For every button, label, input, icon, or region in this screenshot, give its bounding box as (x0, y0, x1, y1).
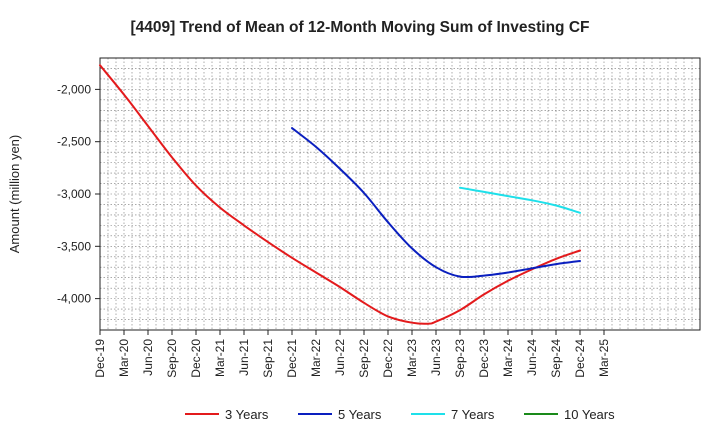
x-tick-label: Dec-23 (477, 339, 491, 378)
x-tick-label: Sep-23 (453, 339, 467, 378)
legend-label: 7 Years (451, 407, 495, 422)
plot-area-frame (99, 57, 701, 331)
x-tick-label: Jun-21 (237, 339, 251, 376)
y-tick-label: -2,000 (57, 82, 91, 96)
legend-label: 5 Years (338, 407, 382, 422)
x-tick-label: Dec-22 (381, 339, 395, 378)
x-tick-label: Sep-22 (357, 339, 371, 378)
chart-title: [4409] Trend of Mean of 12-Month Moving … (131, 19, 590, 36)
x-tick-label: Dec-24 (573, 339, 587, 378)
y-tick-label: -2,500 (57, 135, 91, 149)
legend-label: 10 Years (564, 407, 615, 422)
y-tick-label: -3,500 (57, 239, 91, 253)
series-line-7-years (459, 186, 581, 214)
x-tick-label: Mar-20 (117, 339, 131, 377)
x-tick-label: Jun-22 (333, 339, 347, 376)
x-tick-label: Mar-24 (501, 339, 515, 377)
x-tick-label: Sep-24 (549, 339, 563, 378)
series-lines (99, 64, 581, 325)
y-tick-label: -4,000 (57, 292, 91, 306)
x-tick-label: Dec-20 (189, 339, 203, 378)
y-axis-label: Amount (million yen) (7, 135, 22, 254)
x-tick-label: Jun-24 (525, 339, 539, 376)
grid (100, 58, 700, 330)
x-tick-label: Jun-23 (429, 339, 443, 376)
x-tick-label: Dec-19 (93, 339, 107, 378)
y-axis-ticks: -2,000 -2,500 -3,000 -3,500 -4,000 (57, 82, 100, 306)
x-tick-label: Sep-20 (165, 339, 179, 378)
legend: 3 Years 5 Years 7 Years 10 Years (185, 407, 615, 422)
y-tick-label: -3,000 (57, 187, 91, 201)
x-tick-label: Dec-21 (285, 339, 299, 378)
x-tick-label: Mar-25 (597, 339, 611, 377)
series-line-5-years (291, 127, 581, 279)
x-axis-ticks: Dec-19 Mar-20 Jun-20 Sep-20 Dec-20 Mar-21 Jun-… (93, 330, 611, 378)
x-tick-label: Mar-22 (309, 339, 323, 377)
series-line-3-years (99, 64, 581, 325)
x-tick-label: Mar-21 (213, 339, 227, 377)
x-tick-label: Sep-21 (261, 339, 275, 378)
x-tick-label: Jun-20 (141, 339, 155, 376)
x-tick-label: Mar-23 (405, 339, 419, 377)
legend-label: 3 Years (225, 407, 269, 422)
